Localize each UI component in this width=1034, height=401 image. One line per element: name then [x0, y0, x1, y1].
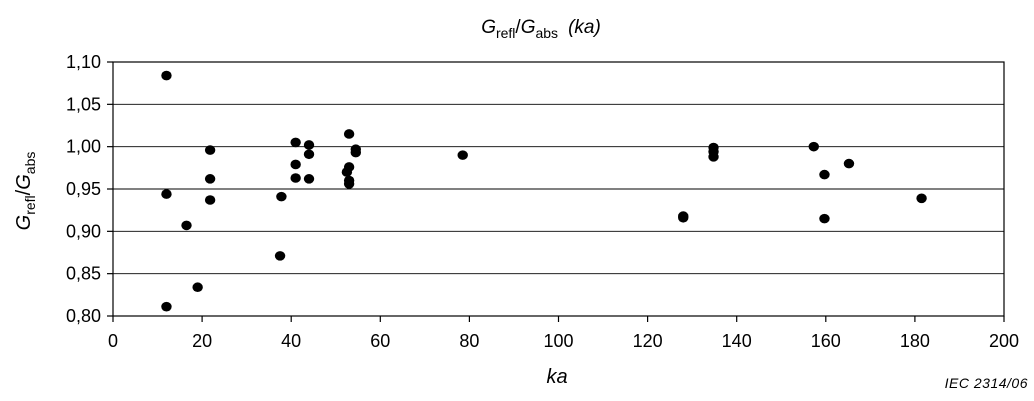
x-tick-label: 100 [543, 331, 573, 351]
data-point [678, 212, 689, 223]
data-point [161, 301, 172, 312]
title-args: (ka) [568, 17, 601, 38]
ylabel-sub1: refl [22, 195, 38, 214]
data-point [457, 150, 468, 160]
data-point [819, 169, 830, 180]
data-point [343, 162, 355, 172]
figure-credit: IEC 2314/06 [944, 375, 1028, 391]
x-tick-label: 160 [811, 331, 841, 351]
data-point [916, 193, 927, 204]
data-point [192, 282, 203, 293]
gridlines [113, 103, 1004, 275]
axis-ticks: 0,80 0,85 0,90 0,95 1,00 1,05 1,10 0 20 40 60 80 100… [66, 52, 1019, 351]
data-point [204, 174, 216, 184]
x-tick-label: 120 [633, 331, 663, 351]
data-point [290, 173, 301, 183]
y-axis-label: Grefl/Gabs [13, 152, 38, 231]
data-point [161, 189, 172, 199]
title-slash: / [515, 17, 521, 38]
y-tick-label: 0,95 [66, 179, 101, 199]
data-point [290, 137, 301, 148]
data-points [161, 70, 927, 312]
data-point [350, 147, 361, 158]
y-tick-label: 1,10 [66, 52, 101, 72]
x-tick-label: 200 [989, 331, 1019, 351]
data-point [274, 251, 286, 261]
x-tick-label: 0 [108, 331, 118, 351]
x-tick-label: 140 [722, 331, 752, 351]
y-tick-label: 0,85 [66, 264, 101, 284]
data-point [708, 152, 719, 162]
data-point [343, 179, 355, 189]
title-var1: G [481, 17, 496, 38]
data-point [303, 174, 315, 184]
data-point [204, 145, 216, 155]
chart-title: Grefl/Gabs (ka) [481, 17, 601, 41]
data-point [276, 191, 287, 202]
data-point [303, 149, 315, 160]
data-point [181, 220, 192, 231]
y-tick-label: 1,05 [66, 94, 101, 114]
ylabel-slash: / [13, 189, 35, 195]
data-point [204, 195, 216, 205]
title-sub2: abs [535, 25, 558, 41]
data-point [303, 140, 315, 150]
title-var2: G [521, 17, 536, 38]
data-point [808, 141, 819, 152]
data-point [843, 158, 855, 169]
x-tick-label: 180 [900, 331, 930, 351]
data-point [290, 159, 301, 170]
y-tick-label: 0,80 [66, 306, 101, 326]
ylabel-sub2: abs [22, 152, 38, 175]
data-point [161, 70, 172, 81]
data-point [343, 129, 355, 139]
x-axis-label: ka [546, 366, 567, 388]
title-sub1: refl [496, 25, 515, 41]
y-tick-label: 1,00 [66, 137, 101, 157]
x-tick-label: 80 [459, 331, 479, 351]
data-point [819, 213, 830, 224]
x-tick-label: 60 [370, 331, 390, 351]
x-tick-label: 40 [281, 331, 301, 351]
x-tick-label: 20 [192, 331, 212, 351]
ylabel-var1: G [13, 215, 35, 231]
ylabel-var2: G [13, 174, 35, 190]
y-tick-label: 0,90 [66, 221, 101, 241]
